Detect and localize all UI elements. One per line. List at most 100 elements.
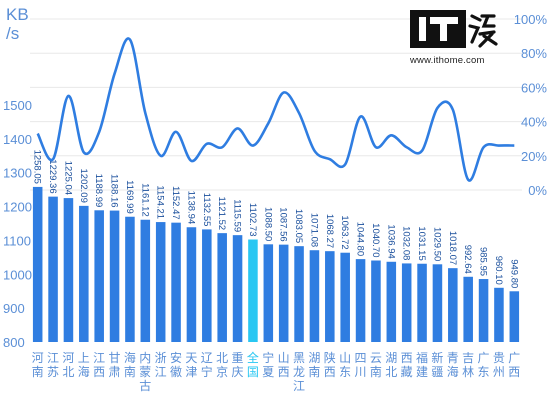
bar-value-label: 1188.99 <box>93 174 104 208</box>
bar-value-label: 1258.05 <box>32 150 43 184</box>
bar-value-label: 1169.99 <box>124 180 135 214</box>
y-tick-label: 800 <box>3 335 25 350</box>
bar-value-label: 1068.27 <box>324 214 335 248</box>
bar-value-label: 1121.52 <box>216 197 227 231</box>
bar-内蒙古 <box>140 219 151 342</box>
bar-安徽 <box>171 222 181 342</box>
x-tick-label: 甘肃 <box>109 351 121 379</box>
bar-吉林 <box>463 276 473 342</box>
bar-value-label: 1188.16 <box>109 174 120 208</box>
bar-value-label: 1032.08 <box>401 226 412 260</box>
y-tick-label: 1400 <box>3 132 32 147</box>
y-tick-label: 900 <box>3 301 25 316</box>
x-tick-label: 河南 <box>32 351 44 379</box>
y-axis-unit: KB/s <box>6 5 29 43</box>
y-tick-label: 1500 <box>3 98 32 113</box>
bar-value-label: 1102.73 <box>247 203 258 237</box>
y-axis-left: 800 900 1000 1100 1200 1300 1400 1500 <box>3 98 32 350</box>
bar-海南 <box>125 216 135 342</box>
x-tick-label: 北京 <box>216 351 228 379</box>
bar-天津 <box>186 227 197 342</box>
bar-西藏 <box>401 263 412 342</box>
bar-value-label: 1132.55 <box>201 193 212 227</box>
bar-value-label: 1018.07 <box>447 231 458 265</box>
y2-tick-label: 60% <box>521 80 547 95</box>
bar-贵州 <box>494 287 504 342</box>
y2-tick-label: 20% <box>521 149 547 164</box>
bar-value-label: 992.64 <box>462 245 473 274</box>
bar-value-label: 1063.72 <box>339 215 350 249</box>
bar-value-label: 1161.12 <box>139 183 150 217</box>
x-tick-label: 江苏 <box>47 351 59 379</box>
y-axis-unit-label: /s <box>6 24 19 43</box>
bar-广东 <box>478 279 489 342</box>
bar-湖南 <box>309 250 320 342</box>
bar-value-label: 1229.36 <box>47 159 58 193</box>
x-tick-label: 广西 <box>508 351 520 379</box>
y2-tick-label: 100% <box>514 12 548 27</box>
x-axis-categories: 河南江苏河北上海江西甘肃海南内蒙古浙江安徽天津辽宁北京重庆全国宁夏山西黑龙江湖南… <box>32 350 521 393</box>
bar-山东 <box>340 252 350 342</box>
x-tick-label: 上海 <box>78 351 90 379</box>
y-axis-right: 0% 20% 40% 60% 80% 100% <box>514 12 548 198</box>
bar-value-label: 960.10 <box>493 256 504 285</box>
bar-上海 <box>79 205 89 342</box>
x-tick-label: 贵州 <box>493 351 505 379</box>
bar-四川 <box>355 259 366 342</box>
bar-value-label: 949.80 <box>508 259 519 288</box>
x-tick-label: 黑龙江 <box>293 351 305 393</box>
x-tick-label: 河北 <box>62 351 74 379</box>
bar-value-label: 1087.56 <box>278 207 289 241</box>
bar-value-label: 1115.59 <box>232 199 243 232</box>
bar-浙江 <box>155 222 166 342</box>
y-axis-unit-label: KB <box>6 5 29 24</box>
x-tick-label: 陕西 <box>324 350 336 379</box>
bar-value-labels: 1258.05 1229.36 1225.04 1202.09 1188.99 1188.… <box>32 150 520 289</box>
bar-value-label: 1138.94 <box>185 191 196 225</box>
x-tick-label: 重庆 <box>232 351 244 379</box>
y2-tick-label: 0% <box>528 183 547 198</box>
bar-湖北 <box>386 261 397 342</box>
bar-广西 <box>509 291 520 342</box>
x-tick-label: 宁夏 <box>262 350 274 379</box>
bar-黑龙江 <box>294 246 304 342</box>
x-tick-label: 云南 <box>370 351 382 379</box>
x-tick-label: 天津 <box>185 351 197 379</box>
x-tick-label: 湖南 <box>308 350 320 379</box>
x-tick-label: 吉林 <box>462 351 474 379</box>
bar-重庆 <box>232 235 243 342</box>
site-url: www.ithome.com <box>410 55 485 66</box>
bar-江苏 <box>48 196 58 342</box>
trend-line <box>36 37 515 182</box>
bar-辽宁 <box>202 229 212 342</box>
bar-全国 <box>248 239 258 342</box>
bar-value-label: 1225.04 <box>62 161 73 195</box>
y-tick-label: 1300 <box>3 166 32 181</box>
x-tick-label: 全国 <box>247 350 259 379</box>
bar-北京 <box>217 233 227 342</box>
bar-value-label: 1152.47 <box>170 186 181 220</box>
ithome-logo <box>408 8 498 54</box>
bar-新疆 <box>432 264 443 342</box>
bar-value-label: 1071.08 <box>308 213 319 247</box>
bar-value-label: 1083.05 <box>293 209 304 243</box>
bar-value-label: 1031.15 <box>416 226 427 260</box>
bar-陕西 <box>325 251 335 342</box>
bar-河南 <box>32 186 43 342</box>
x-tick-label: 山西 <box>278 351 290 379</box>
x-tick-label: 辽宁 <box>201 351 213 379</box>
bar-value-label: 1154.21 <box>155 185 166 219</box>
x-tick-label: 浙江 <box>155 351 167 379</box>
x-tick-label: 四川 <box>355 351 367 379</box>
bar-山西 <box>278 244 289 342</box>
bar-value-label: 1036.94 <box>385 224 396 258</box>
bar-宁夏 <box>263 244 274 342</box>
x-tick-label: 江西 <box>93 351 105 379</box>
y-tick-label: 1200 <box>3 200 32 215</box>
bar-青海 <box>448 268 458 342</box>
y-tick-label: 1000 <box>3 267 32 282</box>
bar-江西 <box>94 210 104 342</box>
bar-value-label: 1044.80 <box>355 222 366 256</box>
x-tick-label: 青海 <box>447 351 459 379</box>
